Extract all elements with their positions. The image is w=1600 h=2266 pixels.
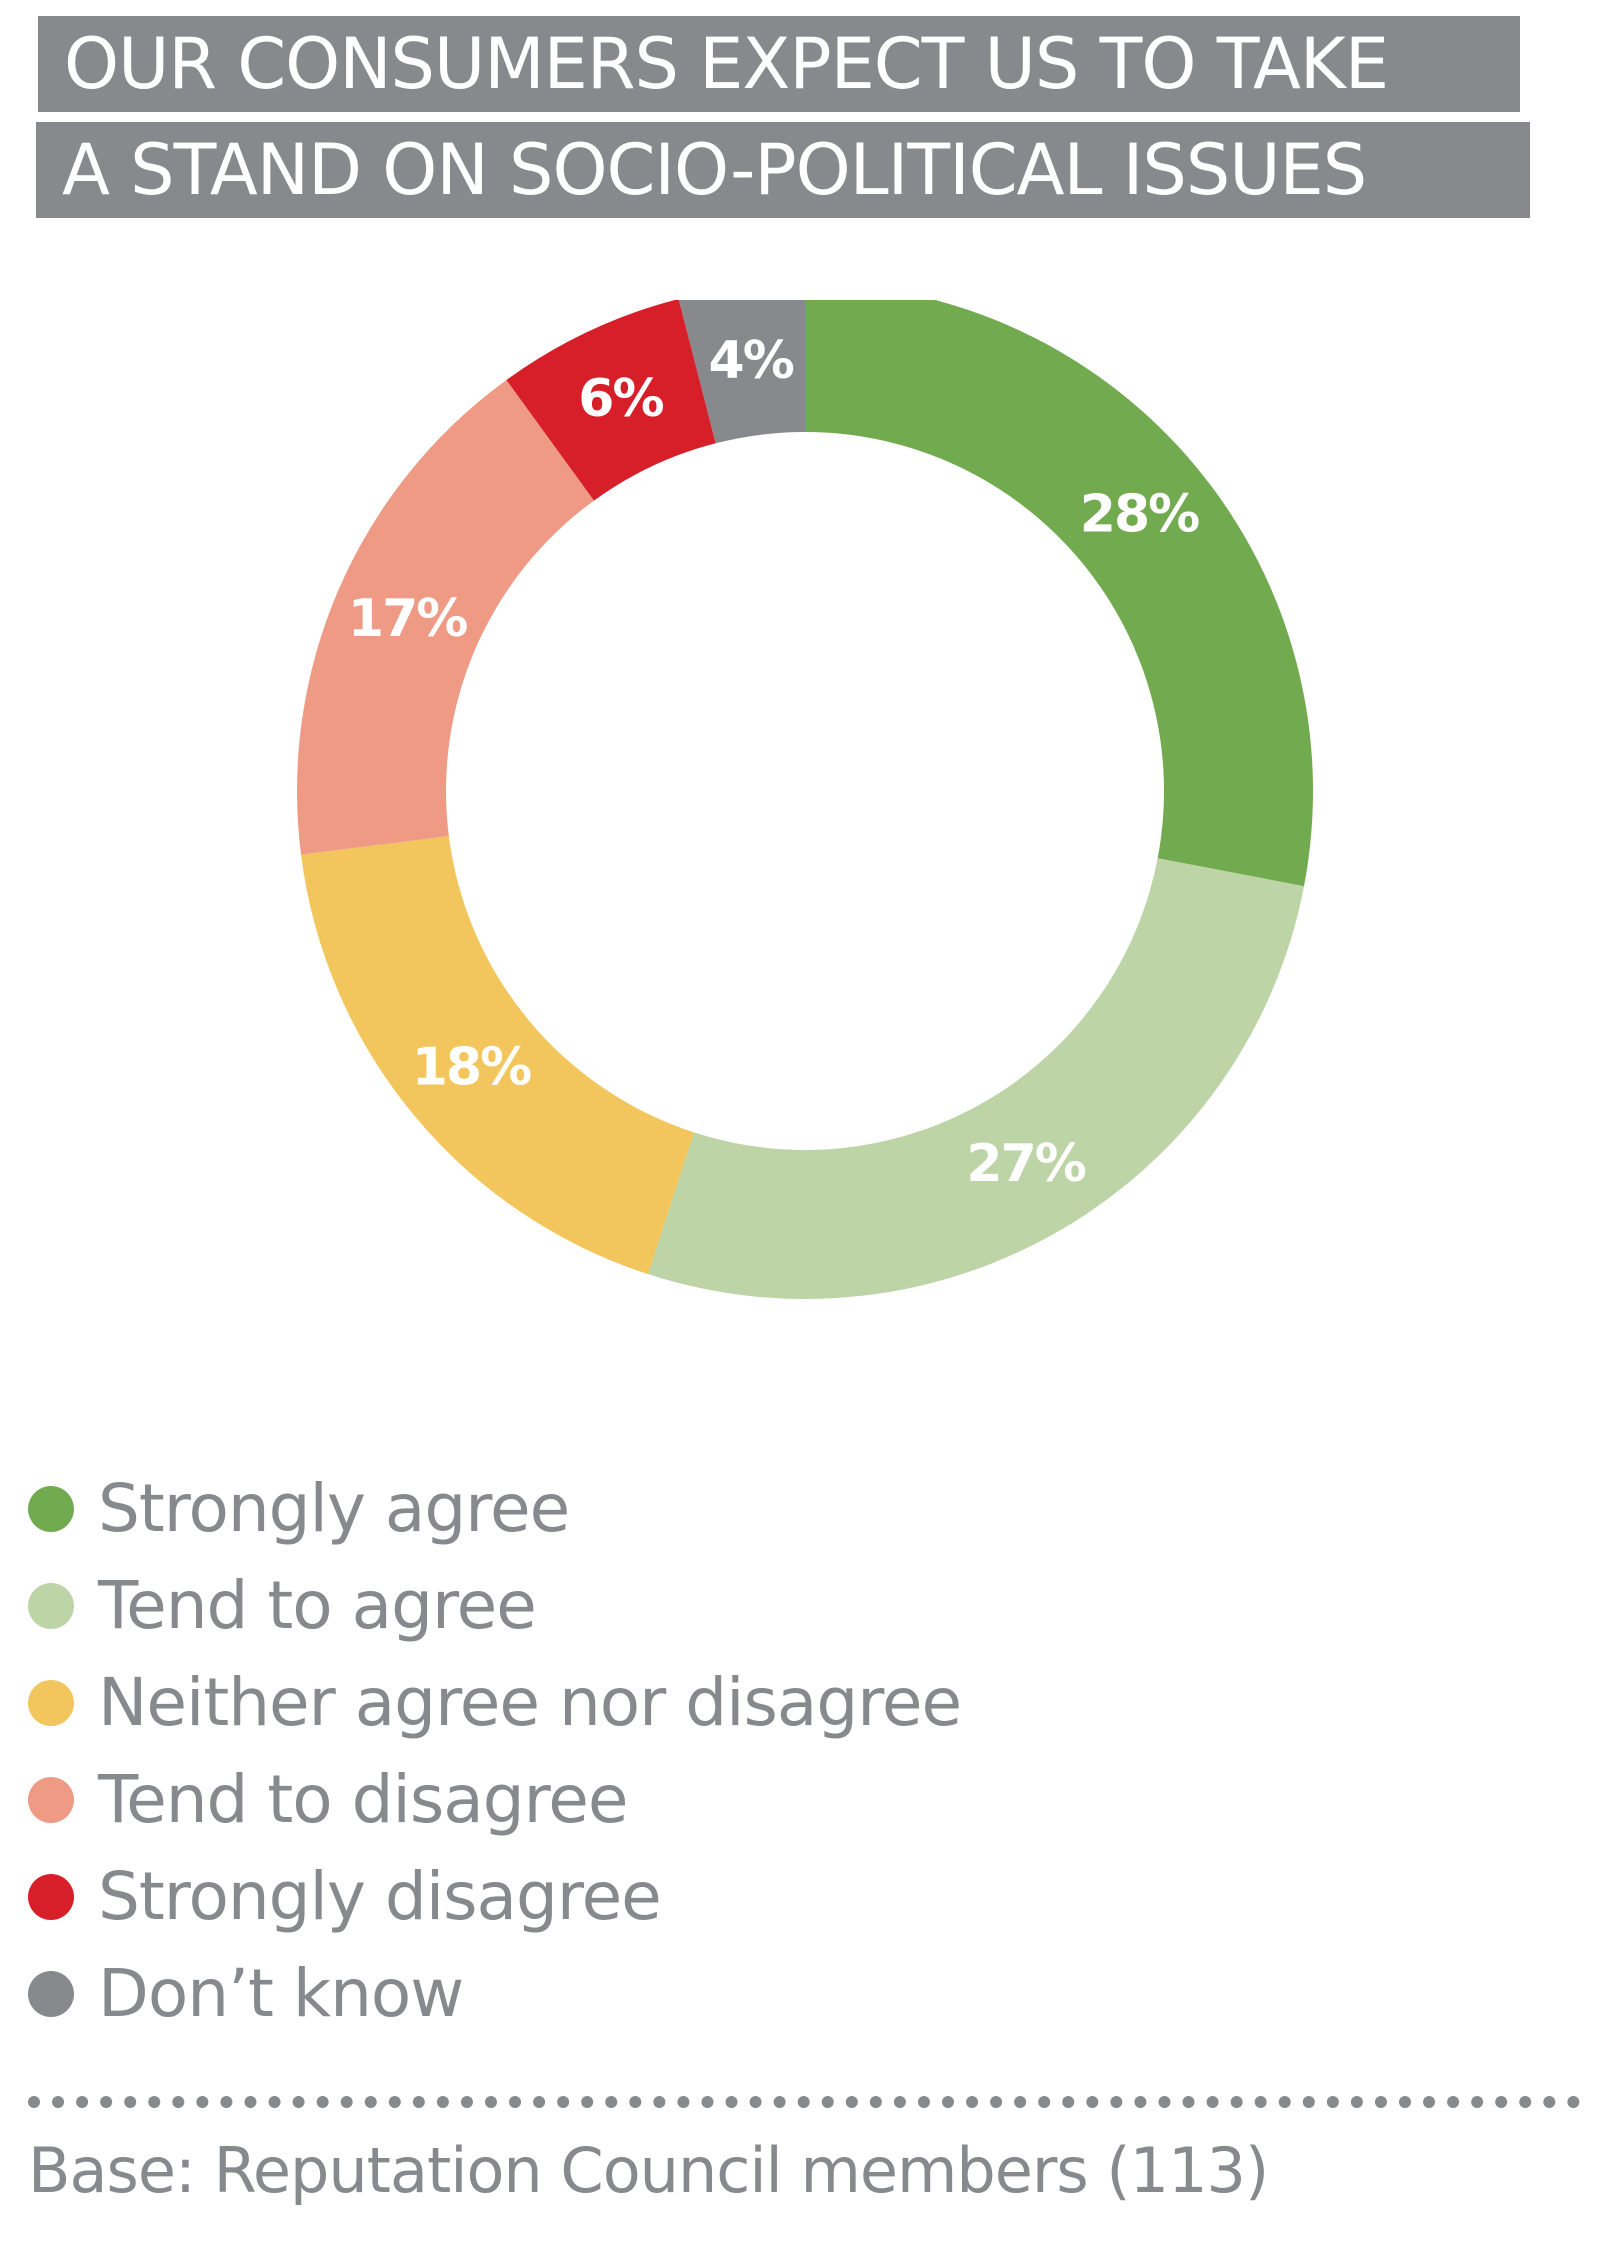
slice-strongly-disagree (506, 300, 716, 501)
legend-label: Strongly disagree (98, 1858, 662, 1935)
legend-item-neither: Neither agree nor disagree (28, 1654, 962, 1751)
donut-slices (296, 300, 1313, 1299)
slice-label-strongly-agree: 28% (1080, 485, 1199, 545)
legend-label: Tend to disagree (98, 1761, 628, 1838)
donut-labels: 28% 27% 18% 17% 6% 4% (348, 331, 1201, 1194)
base-note: Base: Reputation Council members (113) (28, 2134, 1269, 2207)
legend-swatch-strongly-disagree (28, 1873, 74, 1920)
legend-swatch-strongly-agree (28, 1485, 74, 1532)
legend-swatch-dont-know (28, 1970, 74, 2017)
slice-tend-to-agree (648, 858, 1305, 1299)
slice-label-tend-to-disagree: 17% (348, 589, 467, 649)
slice-label-strongly-disagree: 6% (578, 369, 663, 429)
donut-chart: 28% 27% 18% 17% 6% 4% (296, 300, 1313, 1299)
legend-item-strongly-agree: Strongly agree (28, 1460, 961, 1557)
slice-strongly-agree (805, 300, 1313, 887)
slice-dont-know (678, 300, 805, 444)
slice-label-neither: 18% (412, 1037, 531, 1097)
legend-item-strongly-disagree: Strongly disagree (28, 1848, 961, 1945)
legend-item-dont-know: Don’t know (28, 1945, 961, 2042)
slice-neither (301, 835, 695, 1275)
legend-swatch-neither (28, 1679, 74, 1726)
chart-legend: Strongly agree Tend to agree Neither agr… (28, 1460, 962, 2042)
legend-label: Tend to agree (98, 1567, 537, 1644)
dotted-divider (28, 2096, 1580, 2108)
slice-label-tend-to-agree: 27% (966, 1134, 1085, 1194)
legend-swatch-tend-to-agree (28, 1582, 74, 1629)
chart-title-line-2: A STAND ON SOCIO-POLITICAL ISSUES (36, 122, 1530, 218)
legend-label: Don’t know (98, 1955, 464, 2032)
slice-label-dont-know: 4% (709, 331, 794, 391)
slice-tend-to-disagree (296, 380, 594, 855)
legend-label: Neither agree nor disagree (98, 1664, 962, 1741)
legend-swatch-tend-to-disagree (28, 1776, 74, 1823)
legend-label: Strongly agree (98, 1470, 570, 1547)
legend-item-tend-to-agree: Tend to agree (28, 1557, 961, 1654)
chart-title-line-1: OUR CONSUMERS EXPECT US TO TAKE (38, 16, 1520, 112)
legend-item-tend-to-disagree: Tend to disagree (28, 1751, 961, 1848)
